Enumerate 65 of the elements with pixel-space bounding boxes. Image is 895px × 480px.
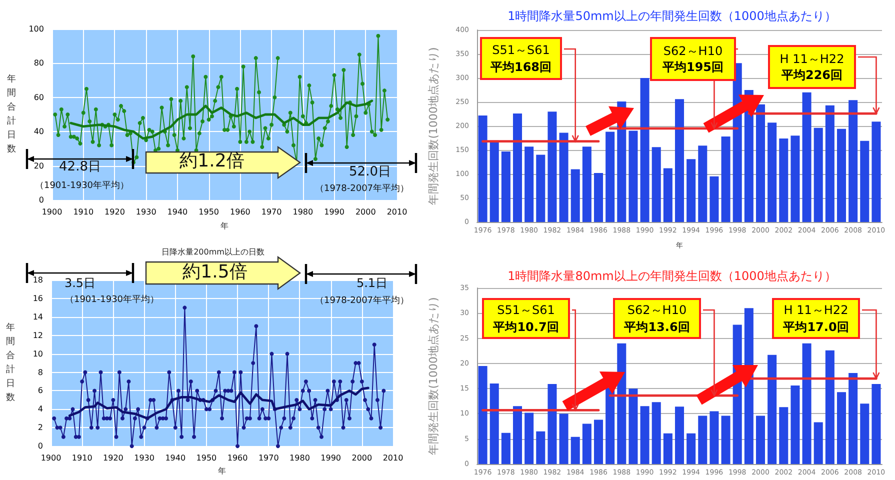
annotation: S51～S61 平均10.7回 (493, 302, 559, 335)
y-tick-label: 4 (38, 404, 43, 414)
x-axis-title: 年 (220, 222, 228, 230)
x-tick-label: 1970 (258, 454, 279, 463)
x-tick-label: 2000 (355, 208, 376, 216)
annotation: （1978-2007年平均） (314, 296, 410, 306)
x-tick-label: 1980 (292, 208, 314, 216)
x-tick-label: 1920 (103, 454, 124, 463)
y-tick-label: 40 (34, 127, 44, 136)
annotation: 42.8日 (59, 160, 101, 176)
annotation: 3.5日 (64, 276, 96, 291)
annotation: （1901-1930年平均） (64, 294, 160, 306)
y-tick-label: 0 (38, 442, 43, 451)
x-tick-label: 1990 (320, 454, 341, 463)
y-tick-label: 6 (38, 386, 43, 396)
annotation: 5.1日 (356, 276, 388, 291)
y-tick-label: 10 (32, 349, 43, 358)
y-axis-title: 年間発生回数(1000地点あたり) (427, 297, 440, 455)
annotation: （1901-1930年平均） (34, 180, 130, 192)
x-tick-label: 1950 (196, 454, 217, 463)
chart-title: 1時間降水量50mm以上の年間発生回数（1000地点あたり） (508, 9, 836, 24)
y-tick-label: 16 (32, 294, 43, 303)
x-tick-label: 1960 (227, 454, 248, 463)
annotation: S62～H10 平均13.6回 (624, 302, 690, 335)
y-axis-title: 年間発生回数(1000地点あたり) (427, 47, 440, 205)
x-tick-label: 1900 (40, 454, 62, 463)
y-tick-label: 2 (38, 423, 43, 432)
x-tick-label: 1910 (72, 454, 92, 463)
y-axis-title: 年間合計日数 (7, 74, 16, 154)
x-tick-label: 1930 (134, 454, 154, 463)
x-axis-title: 年 (218, 466, 226, 476)
annotation: S51～S61 平均168回 (490, 42, 552, 75)
y-axis-title: 年間合計日数 (6, 322, 15, 404)
x-tick-label: 1930 (136, 208, 156, 216)
x-tick-label: 1920 (104, 208, 125, 216)
annotation: 約1.2倍 (180, 150, 244, 172)
x-tick-label: 1940 (165, 454, 186, 463)
annotation: 52.0日 (349, 164, 391, 180)
x-tick-label: 1970 (261, 208, 282, 216)
x-tick-label: 2010 (386, 208, 408, 216)
x-tick-label: 1980 (290, 454, 310, 463)
x-tick-label: 1910 (73, 208, 94, 216)
y-tick-label: 8 (38, 368, 43, 377)
y-tick-label: 14 (32, 312, 43, 322)
x-tick-label: 2000 (352, 454, 372, 463)
y-tick-label: 18 (32, 276, 43, 284)
y-tick-label: 80 (34, 58, 44, 68)
x-tick-label: 1990 (324, 208, 344, 216)
chart-title: 日降水量200mm以上の日数 (162, 247, 264, 257)
x-tick-label: 1940 (167, 208, 188, 216)
x-tick-label: 2010 (382, 454, 404, 463)
y-tick-label: 60 (34, 92, 44, 102)
annotation: （1978-2007年平均） (314, 184, 410, 194)
x-tick-label: 1950 (198, 208, 219, 216)
annotation: H 11～H22 平均17.0回 (783, 302, 849, 335)
annotation: 約1.5倍 (182, 262, 248, 284)
annotation: S62～H10 平均195回 (662, 42, 724, 76)
y-tick-label: 0 (38, 196, 44, 204)
y-tick-label: 100 (28, 24, 44, 34)
y-tick-label: 20 (34, 161, 44, 170)
y-tick-label: 12 (32, 330, 43, 340)
x-tick-label: 1960 (230, 208, 250, 216)
chart-title: 1時間降水量80mm以上の年間発生回数（1000地点あたり） (508, 269, 836, 284)
annotation: H 11～H22 平均226回 (780, 50, 844, 84)
x-tick-label: 1900 (42, 208, 62, 216)
